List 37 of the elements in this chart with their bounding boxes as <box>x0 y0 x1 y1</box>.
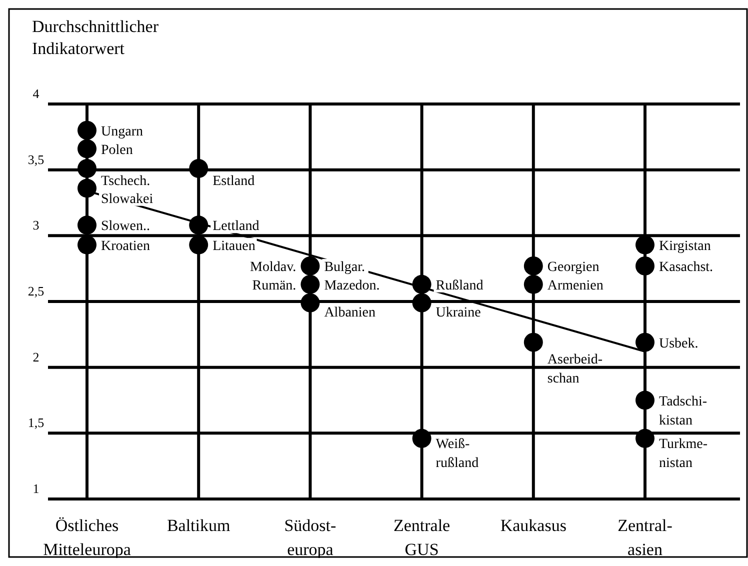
annotation: Aserbeid- schan <box>547 352 603 386</box>
annotation: Kirgistan <box>659 238 711 254</box>
x-tick-label: Zentrale GUS <box>393 516 450 559</box>
x-tick-label: Zentral- asien <box>618 516 673 559</box>
annotation: Tschech. <box>101 174 150 189</box>
annotation: Slowakei <box>101 192 154 207</box>
annotation: Rußland <box>436 278 484 294</box>
annotation: Estland <box>212 174 255 189</box>
annotation: Georgien <box>547 260 600 275</box>
y-tick-label: 1 <box>32 481 40 496</box>
annotation: Usbek. <box>659 336 698 352</box>
annotation: Moldav. <box>250 260 296 275</box>
y-axis-title: Durchschnittlicher Indikatorwert <box>32 17 159 58</box>
y-tick-label: 2 <box>32 349 40 364</box>
annotation: Armenien <box>547 278 604 294</box>
annotation: Slowen.. <box>101 219 150 234</box>
y-tick-label: 1,5 <box>28 415 44 430</box>
x-tick-label: Kaukasus <box>500 516 566 535</box>
annotation: Kasachst. <box>659 260 714 275</box>
y-tick-label: 4 <box>32 86 40 101</box>
annotation: Mazedon. <box>324 278 380 294</box>
annotation: Weiß- rußland <box>436 437 479 472</box>
y-tick-label: 2,5 <box>28 284 44 298</box>
annotation: Bulgar. <box>324 260 366 275</box>
y-tick-label: 3,5 <box>28 152 44 167</box>
annotation: Turkme- nistan <box>659 437 708 472</box>
annotation: Albanien <box>324 306 376 320</box>
annotation: Kroatien <box>101 238 150 254</box>
annotation: Rumän. <box>252 278 296 294</box>
x-tick-label: Baltikum <box>166 516 230 535</box>
annotation: Litauen <box>212 238 256 254</box>
annotation: Lettland <box>212 219 260 234</box>
annotation: Polen <box>101 142 133 158</box>
y-tick-label: 3 <box>32 218 40 233</box>
annotation: Ukraine <box>436 306 481 320</box>
annotation: Tadschi- kistan <box>659 394 708 428</box>
annotation: Ungarn <box>101 124 143 140</box>
